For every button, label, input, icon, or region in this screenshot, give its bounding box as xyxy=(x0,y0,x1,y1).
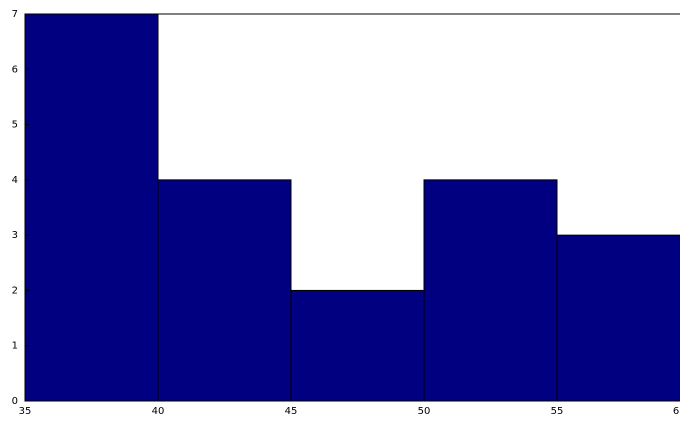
histogram-bar-2 xyxy=(157,179,292,402)
histogram-bar-1 xyxy=(24,13,159,402)
x-tick-label: 35 xyxy=(19,406,32,417)
y-tick-label: 5 xyxy=(12,120,18,131)
y-tick-label: 1 xyxy=(12,341,18,352)
x-ticks: 35 40 45 50 55 6 xyxy=(19,397,679,417)
x-tick-label: 50 xyxy=(418,406,431,417)
histogram-bar-4 xyxy=(423,179,558,402)
x-tick-label: 55 xyxy=(551,406,564,417)
histogram-bar-5 xyxy=(556,234,680,402)
y-tick-label: 6 xyxy=(12,64,18,75)
histogram-bar-3 xyxy=(290,289,425,402)
y-tick-label: 4 xyxy=(12,175,18,186)
x-tick-label: 40 xyxy=(152,406,165,417)
y-tick-label: 3 xyxy=(12,230,18,241)
y-tick-label: 0 xyxy=(12,396,18,407)
x-tick-label: 6 xyxy=(673,406,679,417)
y-tick-label: 7 xyxy=(12,9,18,20)
y-tick-label: 2 xyxy=(12,285,18,296)
y-ticks: 0 1 2 3 4 5 6 7 xyxy=(12,9,29,407)
x-tick-label: 45 xyxy=(285,406,298,417)
bars-layer xyxy=(24,13,680,402)
axes-layer xyxy=(24,13,680,402)
